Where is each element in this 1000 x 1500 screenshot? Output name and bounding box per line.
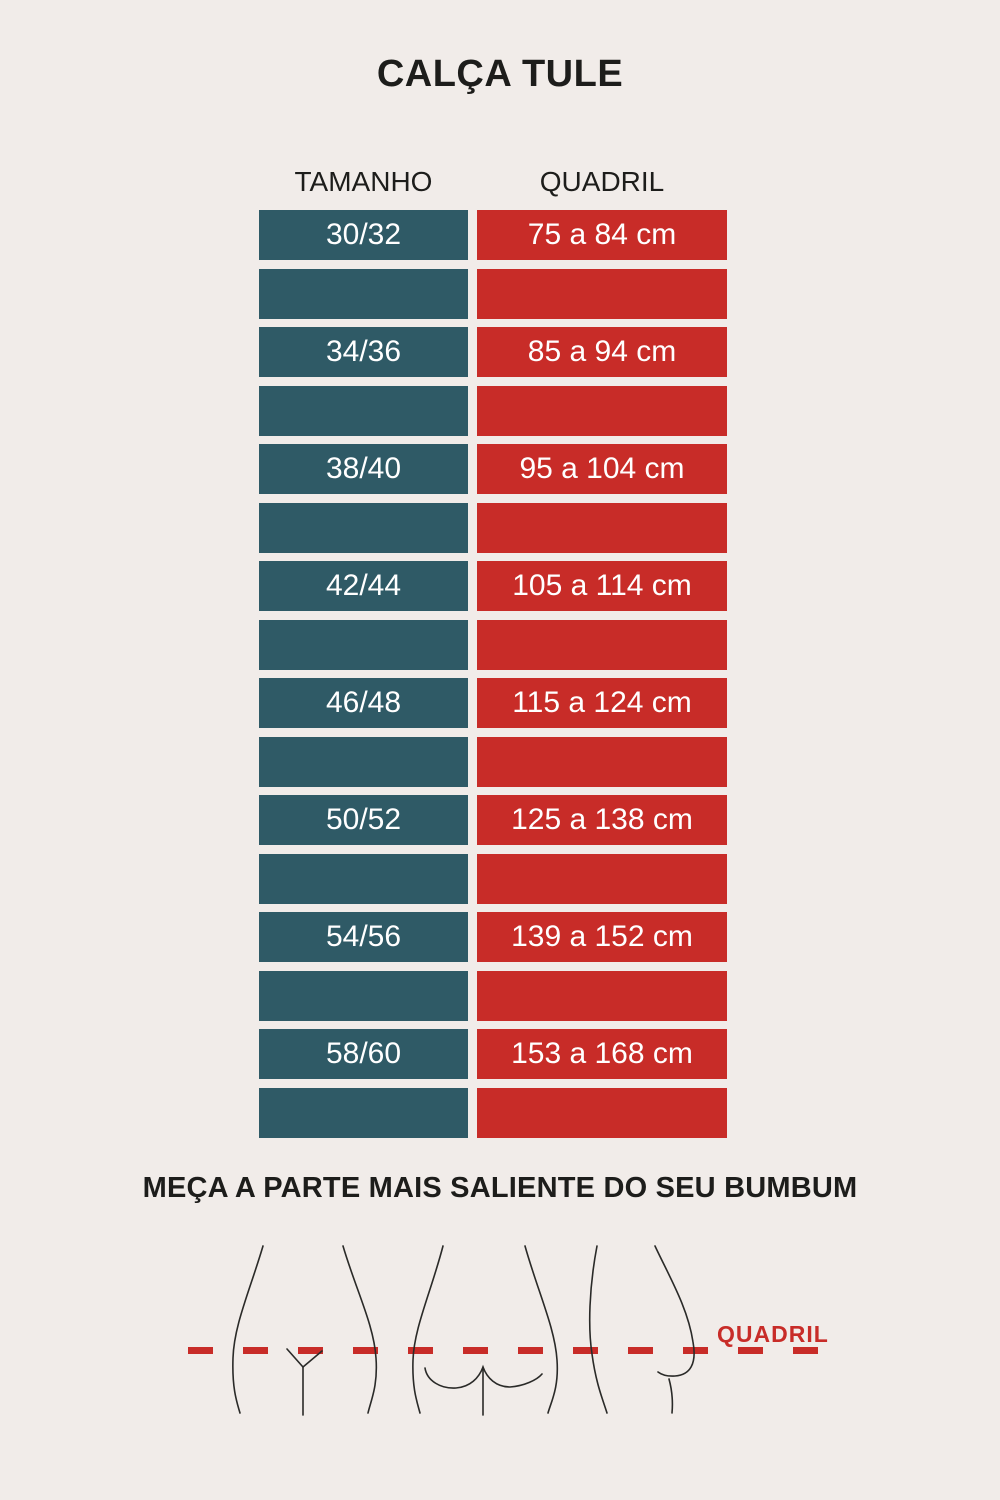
spacer-hip-bar: [477, 1087, 727, 1138]
spacer-hip-bar: [477, 268, 727, 319]
spacer-row: [259, 970, 727, 1021]
hip-cell: 85 a 94 cm: [477, 327, 727, 377]
table-header-row: TAMANHO QUADRIL: [259, 164, 727, 200]
spacer-size-bar: [259, 1087, 468, 1138]
spacer-size-bar: [259, 736, 468, 787]
table-row: 50/52 125 a 138 cm: [259, 795, 727, 845]
spacer-size-bar: [259, 268, 468, 319]
spacer-row: [259, 502, 727, 553]
body-silhouettes-illustration: QUADRIL: [188, 1245, 829, 1416]
spacer-hip-bar: [477, 619, 727, 670]
spacer-row: [259, 853, 727, 904]
body-silhouette-side: [588, 1245, 695, 1414]
spacer-size-bar: [259, 853, 468, 904]
column-header-size: TAMANHO: [294, 166, 433, 197]
size-cell: 54/56: [259, 912, 468, 962]
spacer-size-bar: [259, 970, 468, 1021]
table-row: 42/44 105 a 114 cm: [259, 561, 727, 611]
table-row: 38/40 95 a 104 cm: [259, 444, 727, 494]
size-table-rows: 30/32 75 a 84 cm 34/36 85 a 94 cm 38/40 95 a …: [259, 210, 727, 1138]
spacer-hip-bar: [477, 502, 727, 553]
hip-cell: 153 a 168 cm: [477, 1029, 727, 1079]
spacer-row: [259, 268, 727, 319]
body-silhouette-front: [232, 1245, 378, 1416]
size-table: TAMANHO QUADRIL 30/32 75 a 84 cm 34/36 85 a…: [259, 164, 727, 1138]
spacer-size-bar: [259, 619, 468, 670]
size-cell: 34/36: [259, 327, 468, 377]
measure-instruction: MEÇA A PARTE MAIS SALIENTE DO SEU BUMBUM: [142, 1172, 858, 1204]
table-row: 54/56 139 a 152 cm: [259, 912, 727, 962]
hip-measure-diagram: QUADRIL: [0, 1230, 1000, 1450]
spacer-hip-bar: [477, 970, 727, 1021]
spacer-hip-bar: [477, 853, 727, 904]
quadril-label: QUADRIL: [717, 1321, 829, 1347]
hip-cell: 95 a 104 cm: [477, 444, 727, 494]
spacer-size-bar: [259, 502, 468, 553]
size-cell: 46/48: [259, 678, 468, 728]
size-cell: 38/40: [259, 444, 468, 494]
page-title: CALÇA TULE: [376, 53, 624, 95]
spacer-size-bar: [259, 385, 468, 436]
hip-cell: 105 a 114 cm: [477, 561, 727, 611]
table-row: 34/36 85 a 94 cm: [259, 327, 727, 377]
hip-cell: 125 a 138 cm: [477, 795, 727, 845]
hip-cell: 115 a 124 cm: [477, 678, 727, 728]
size-cell: 50/52: [259, 795, 468, 845]
column-header-hip: QUADRIL: [539, 166, 665, 197]
body-silhouette-back: [412, 1245, 559, 1416]
spacer-hip-bar: [477, 736, 727, 787]
spacer-row: [259, 619, 727, 670]
table-row: 30/32 75 a 84 cm: [259, 210, 727, 260]
hip-cell: 139 a 152 cm: [477, 912, 727, 962]
spacer-row: [259, 736, 727, 787]
table-row: 58/60 153 a 168 cm: [259, 1029, 727, 1079]
table-row: 46/48 115 a 124 cm: [259, 678, 727, 728]
size-cell: 42/44: [259, 561, 468, 611]
size-cell: 30/32: [259, 210, 468, 260]
spacer-row: [259, 1087, 727, 1138]
spacer-row: [259, 385, 727, 436]
spacer-hip-bar: [477, 385, 727, 436]
size-cell: 58/60: [259, 1029, 468, 1079]
hip-cell: 75 a 84 cm: [477, 210, 727, 260]
